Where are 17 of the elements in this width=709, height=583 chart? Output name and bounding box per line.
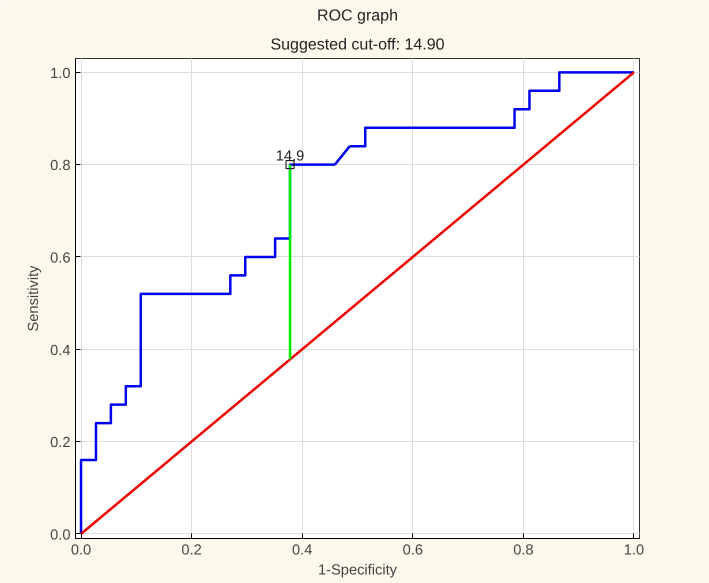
y-axis-title: Sensitivity bbox=[26, 264, 42, 332]
y-tick-label: 0.2 bbox=[50, 435, 70, 452]
x-tick-label: 1.0 bbox=[624, 542, 644, 558]
x-tick-label: 0.8 bbox=[513, 542, 534, 558]
y-tick-label: 0.4 bbox=[50, 342, 70, 359]
annotation: 14.9 bbox=[276, 148, 304, 165]
x-tick-label: 0.2 bbox=[181, 542, 202, 558]
chart-subtitle: Suggested cut-off: 14.90 bbox=[270, 36, 445, 54]
x-tick-label: 0.4 bbox=[292, 542, 312, 558]
y-tick-label: 0.0 bbox=[50, 527, 70, 544]
x-axis-title: 1-Specificity bbox=[318, 562, 398, 578]
chart-title: ROC graph bbox=[317, 8, 398, 24]
y-tick-label: 0.6 bbox=[50, 250, 70, 266]
x-tick-label: 0.0 bbox=[70, 542, 92, 558]
x-tick-label: 0.6 bbox=[402, 542, 423, 558]
y-tick-label: 1.0 bbox=[50, 66, 70, 82]
y-tick-label: 0.8 bbox=[50, 158, 70, 174]
